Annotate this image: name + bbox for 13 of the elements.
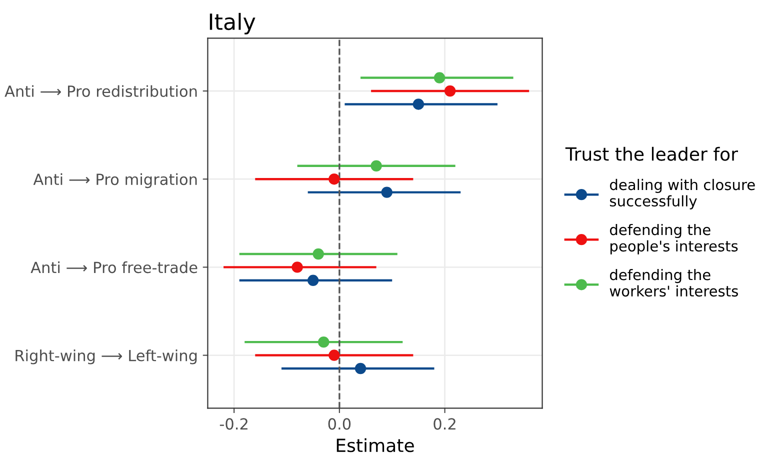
- x-tick-label: 0.2: [434, 418, 456, 430]
- legend-label: dealing with closure successfully: [610, 178, 755, 210]
- legend-label: defending the people's interests: [610, 224, 738, 254]
- chart-title: Italy: [210, 12, 256, 34]
- legend-label: defending the workers' interests: [610, 268, 738, 297]
- legend-title: Trust the leader for: [565, 146, 738, 161]
- x-tick-label: 0.0: [328, 418, 351, 430]
- x-axis-title: Estimate: [336, 438, 414, 452]
- y-tick-label: Right-wing ⟶ Left-wing: [16, 349, 197, 364]
- y-tick-label: Anti ⟶ Pro free-trade: [30, 261, 198, 274]
- y-tick-label: Anti ⟶ Pro migration: [33, 173, 197, 188]
- y-tick-label: Anti ⟶ Pro redistribution: [4, 85, 197, 98]
- x-tick-label: -0.2: [220, 418, 248, 430]
